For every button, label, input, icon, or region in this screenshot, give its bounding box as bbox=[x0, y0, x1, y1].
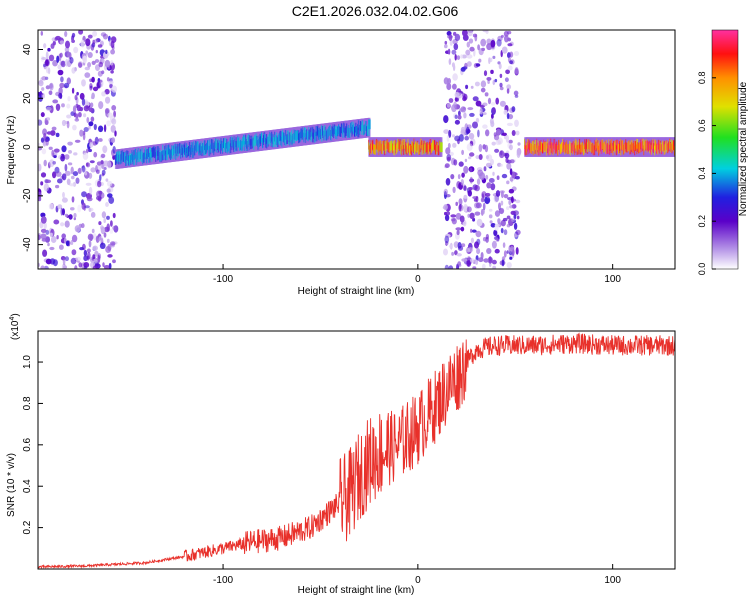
heatmap-region-0 bbox=[38, 30, 119, 269]
heatmap-region-4 bbox=[524, 137, 675, 157]
colorbar bbox=[711, 29, 739, 270]
heatmap-region-3 bbox=[442, 30, 522, 269]
bottom-y-tick-label: 0.4 bbox=[22, 479, 33, 493]
top-y-tick-label: -40 bbox=[22, 237, 33, 252]
bottom-x-axis-label: Height of straight line (km) bbox=[298, 585, 415, 596]
top-y-tick-label: -20 bbox=[22, 188, 33, 203]
bottom-x-tick-label: 100 bbox=[604, 575, 621, 586]
spectrogram-chart: -100 0 100 40 20 0 -20 -40 Height of straight l… bbox=[6, 29, 749, 297]
top-x-tick-label: 0 bbox=[415, 274, 421, 285]
colorbar-tick-label: 0.6 bbox=[697, 119, 707, 132]
top-y-tick-label: 40 bbox=[22, 44, 33, 56]
bottom-x-tick-label: -100 bbox=[213, 575, 233, 586]
bottom-y-scale-label: (x104) bbox=[9, 313, 21, 340]
bottom-y-tick-label: 0.2 bbox=[22, 520, 33, 534]
top-x-axis-label: Height of straight line (km) bbox=[298, 286, 415, 297]
bottom-y-tick-label: 0.8 bbox=[22, 396, 33, 410]
snr-chart: -100 0 100 1.0 0.8 0.6 0.4 0.2 Height of straig… bbox=[6, 313, 676, 596]
bottom-y-axis-label: SNR (10 * v/v) bbox=[6, 453, 17, 517]
colorbar-label: Normalized spectral amplitude bbox=[738, 81, 749, 216]
snr-series-line bbox=[38, 332, 675, 569]
colorbar-tick-label: 0.0 bbox=[697, 263, 707, 276]
colorbar-tick-label: 0.2 bbox=[697, 215, 707, 228]
bottom-plot-frame bbox=[37, 330, 676, 570]
bottom-x-tick-label: 0 bbox=[415, 575, 421, 586]
page-title: C2E1.2026.032.04.02.G06 bbox=[291, 3, 459, 19]
top-y-tick-label: 20 bbox=[22, 92, 33, 104]
top-x-tick-label: -100 bbox=[213, 274, 233, 285]
top-y-tick-label: 0 bbox=[22, 144, 33, 150]
top-y-axis-label: Frequency (Hz) bbox=[6, 116, 17, 185]
bottom-y-tick-label: 0.6 bbox=[22, 437, 33, 451]
bottom-y-tick-label: 1.0 bbox=[22, 355, 33, 369]
heatmap-region-1 bbox=[114, 117, 371, 169]
colorbar-tick-label: 0.8 bbox=[697, 72, 707, 85]
heatmap-region-2 bbox=[368, 137, 443, 157]
top-plot-frame bbox=[37, 29, 676, 270]
colorbar-tick-label: 0.4 bbox=[697, 167, 707, 180]
top-x-tick-label: 100 bbox=[604, 274, 621, 285]
